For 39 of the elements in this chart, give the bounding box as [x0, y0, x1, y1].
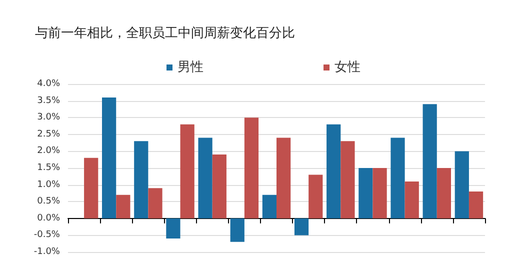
- bar: [180, 124, 194, 218]
- bar: [166, 218, 180, 239]
- y-tick-label: 2.0%: [37, 146, 60, 156]
- y-tick-label: -0.5%: [34, 230, 60, 240]
- chart-title: 与前一年相比，全职员工中间周薪变化百分比: [35, 26, 295, 41]
- y-tick-label: 1.5%: [37, 163, 60, 173]
- y-tick-label: 0.5%: [37, 196, 60, 207]
- bar: [326, 124, 341, 218]
- bar: [404, 181, 419, 218]
- bar: [102, 97, 116, 218]
- legend-label: 男性: [178, 60, 204, 75]
- bar: [148, 188, 162, 218]
- bar: [390, 138, 405, 218]
- bar: [276, 138, 291, 218]
- bar: [294, 218, 309, 236]
- bar: [244, 118, 259, 218]
- y-tick-label: 4.0%: [37, 79, 60, 89]
- bar: [212, 154, 226, 218]
- y-tick-label: -1.0%: [34, 247, 60, 257]
- bar: [358, 168, 373, 218]
- bar: [230, 218, 244, 242]
- y-tick-label: 3.0%: [37, 112, 60, 123]
- bar: [116, 194, 130, 218]
- y-tick-label: 1.0%: [37, 180, 60, 190]
- bar: [84, 158, 98, 218]
- legend-label: 女性: [334, 60, 360, 75]
- bar: [422, 104, 437, 218]
- bar: [134, 141, 148, 218]
- bar: [340, 141, 355, 218]
- y-tick-label: 0.0%: [37, 213, 60, 224]
- bar: [308, 174, 323, 218]
- y-tick-label: 2.5%: [37, 129, 60, 140]
- y-tick-label: 3.5%: [37, 96, 60, 106]
- bar: [198, 138, 212, 218]
- bar: [372, 168, 387, 218]
- bar: [436, 168, 451, 218]
- bar: [454, 151, 469, 218]
- bar: [262, 194, 276, 218]
- bar: [468, 192, 484, 218]
